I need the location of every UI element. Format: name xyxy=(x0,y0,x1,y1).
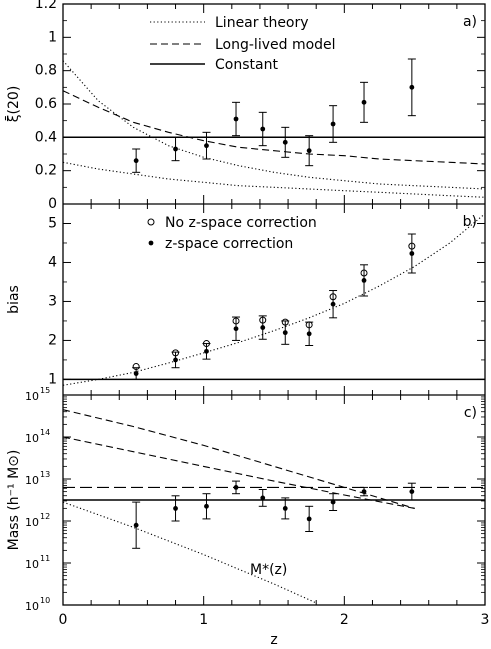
legend-label: Constant xyxy=(215,57,278,73)
y-tick-label: 0.4 xyxy=(35,129,57,145)
data-point xyxy=(233,485,239,490)
series-line xyxy=(62,60,486,190)
data-point xyxy=(306,516,312,522)
data-point xyxy=(409,84,415,90)
x-tick-label: 2 xyxy=(340,612,349,628)
data-point-filled xyxy=(173,357,178,363)
data-point-filled xyxy=(260,325,266,330)
series-line xyxy=(62,501,317,604)
y-tick-label: 10 xyxy=(25,516,39,529)
y-tick-label: 10 xyxy=(25,600,39,613)
y-tick-label: 10 xyxy=(25,432,39,445)
legend-label: No z-space correction xyxy=(165,215,317,231)
y-tick-label: 0.6 xyxy=(35,96,57,112)
y-tick-label: 4 xyxy=(48,254,57,270)
data-point xyxy=(282,139,288,145)
y-axis-label: bias xyxy=(6,285,22,314)
x-tick-label: 0 xyxy=(59,612,68,628)
data-point xyxy=(133,522,139,528)
data-point-filled xyxy=(330,301,336,307)
legend-label: Long-lived model xyxy=(215,37,336,53)
data-point xyxy=(204,143,209,149)
y-tick-label: 3 xyxy=(48,293,57,309)
data-point-filled xyxy=(306,331,312,337)
series-line xyxy=(62,90,486,165)
axes-box xyxy=(62,3,486,606)
y-axis-label: Mass (h⁻¹ M⊙) xyxy=(6,450,22,551)
y-tick-label: 10 xyxy=(25,474,39,487)
data-point-filled xyxy=(204,348,209,354)
y-tick-label: 1 xyxy=(48,29,57,45)
data-point-filled xyxy=(282,330,288,336)
y-tick-label: 0.8 xyxy=(35,63,57,79)
series-line xyxy=(62,409,415,509)
y-tick-label-exponent: 12 xyxy=(40,512,50,521)
data-point-filled xyxy=(233,326,239,332)
y-axis-label: ξ̄(20) xyxy=(4,86,22,123)
y-tick-label: 1.2 xyxy=(35,0,57,12)
data-point xyxy=(306,148,312,154)
y-tick-label-exponent: 10 xyxy=(40,596,50,605)
y-tick-label: 1 xyxy=(48,371,57,387)
series-line xyxy=(62,436,415,509)
y-tick-label: 5 xyxy=(48,215,57,231)
data-point-filled xyxy=(361,278,367,283)
legend-marker-filled xyxy=(148,240,154,246)
data-point xyxy=(330,499,336,505)
data-point xyxy=(282,506,288,511)
data-point-filled xyxy=(409,251,415,256)
y-tick-label: 10 xyxy=(25,558,39,571)
x-tick-label: 1 xyxy=(199,612,208,628)
data-point xyxy=(233,116,239,122)
y-tick-label-exponent: 11 xyxy=(40,554,50,563)
x-tick-label: 3 xyxy=(481,612,490,628)
legend-marker-open xyxy=(147,218,155,226)
x-axis-label: z xyxy=(270,632,277,648)
series-line xyxy=(62,161,486,198)
panel-a: 0 0.2 0.4 0.6 0.8 1 1.2 a) ξ̄(20) Linear theory Lo… xyxy=(4,0,486,212)
plot-frame: 0 1 2 3 z xyxy=(59,3,490,648)
y-tick-label-exponent: 13 xyxy=(40,470,50,479)
data-point xyxy=(173,506,178,511)
data-point xyxy=(173,146,178,152)
legend-label: z-space correction xyxy=(165,236,293,252)
data-point xyxy=(361,99,367,105)
data-point xyxy=(409,489,415,494)
data-point xyxy=(361,489,367,494)
data-point xyxy=(204,503,209,509)
y-tick-label-exponent: 14 xyxy=(40,428,50,437)
data-point xyxy=(260,126,266,132)
data-point xyxy=(260,495,266,501)
data-point xyxy=(133,158,139,164)
panel-label: c) xyxy=(464,405,477,421)
legend-label: Linear theory xyxy=(215,15,309,31)
data-point-filled xyxy=(133,371,139,376)
panel-b: 1 2 3 4 5 b) bias No z-space correction z-space … xyxy=(6,204,486,395)
y-tick-label: 0.2 xyxy=(35,163,57,179)
y-tick-label: 10 xyxy=(25,390,39,403)
data-point xyxy=(330,121,336,127)
y-tick-label: 0 xyxy=(48,196,57,212)
y-tick-label-exponent: 15 xyxy=(40,386,50,395)
annotation-mstar: M*(z) xyxy=(250,562,287,578)
panel-label: a) xyxy=(463,14,477,30)
panel-label: b) xyxy=(463,214,477,230)
y-tick-label: 2 xyxy=(48,332,57,348)
